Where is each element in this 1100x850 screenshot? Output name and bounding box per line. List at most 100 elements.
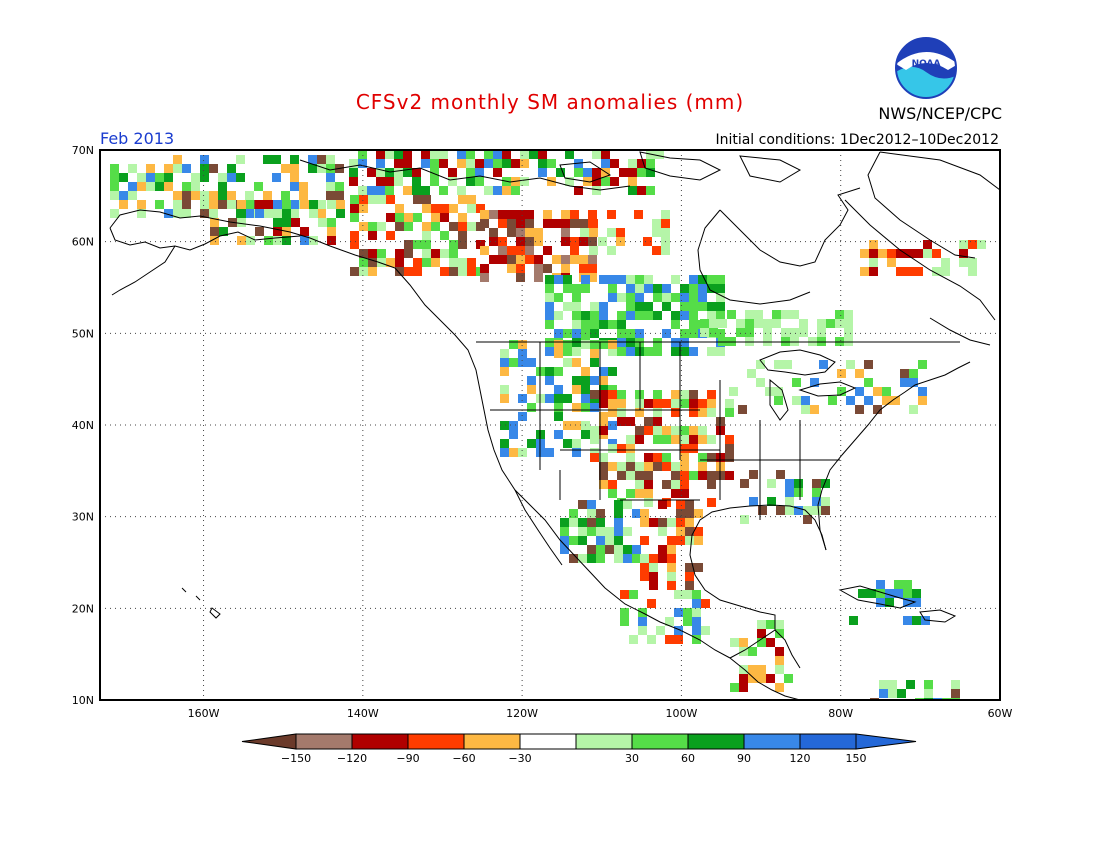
anomaly-cell bbox=[701, 626, 710, 635]
anomaly-cell bbox=[607, 228, 616, 237]
anomaly-cell bbox=[237, 200, 246, 209]
anomaly-cell bbox=[563, 302, 572, 311]
coastline-segment bbox=[639, 151, 722, 181]
anomaly-cell bbox=[653, 347, 662, 356]
coastline-segment bbox=[689, 504, 827, 659]
colorbar-label: 120 bbox=[790, 752, 811, 765]
anomaly-cell bbox=[545, 448, 554, 457]
chart-title: CFSv2 monthly SM anomalies (mm) bbox=[355, 90, 745, 114]
map-frame bbox=[99, 149, 1001, 701]
anomaly-cell bbox=[563, 329, 572, 338]
anomaly-cell bbox=[236, 155, 245, 164]
anomaly-cell bbox=[635, 311, 644, 320]
anomaly-cell bbox=[698, 426, 707, 435]
anomaly-cell bbox=[596, 527, 605, 536]
anomaly-cell bbox=[626, 302, 635, 311]
anomaly-cell bbox=[689, 408, 698, 417]
anomaly-cell bbox=[350, 213, 359, 222]
lon-label: 160W bbox=[188, 707, 220, 720]
anomaly-cell bbox=[888, 680, 897, 689]
anomaly-cell bbox=[507, 246, 516, 255]
anomaly-cell bbox=[748, 674, 757, 683]
anomaly-cell bbox=[317, 209, 326, 218]
anomaly-cell bbox=[707, 284, 716, 293]
anomaly-cell bbox=[626, 284, 635, 293]
anomaly-cell bbox=[655, 150, 664, 159]
anomaly-cell bbox=[563, 358, 572, 367]
anomaly-cell bbox=[951, 689, 960, 698]
anomaly-cell bbox=[327, 218, 336, 227]
anomaly-cell bbox=[653, 399, 662, 408]
anomaly-cell bbox=[326, 155, 335, 164]
anomaly-cell bbox=[554, 403, 563, 412]
anomaly-cell bbox=[680, 302, 689, 311]
anomaly-cell bbox=[882, 396, 891, 405]
anomaly-cell bbox=[500, 448, 509, 457]
anomaly-cell bbox=[592, 168, 601, 177]
anomaly-cell bbox=[905, 267, 914, 276]
anomaly-cell bbox=[164, 209, 173, 218]
anomaly-cell bbox=[959, 240, 968, 249]
anomaly-cell bbox=[671, 435, 680, 444]
lon-label: 80W bbox=[828, 707, 853, 720]
anomaly-cell bbox=[500, 358, 509, 367]
anomaly-cell bbox=[572, 358, 581, 367]
anomaly-cell bbox=[680, 293, 689, 302]
anomaly-cell bbox=[685, 581, 694, 590]
anomaly-cell bbox=[543, 219, 552, 228]
anomaly-cell bbox=[638, 617, 647, 626]
anomaly-cell bbox=[191, 173, 200, 182]
anomaly-cell bbox=[529, 150, 538, 159]
anomaly-cell bbox=[137, 173, 146, 182]
anomaly-cell bbox=[569, 518, 578, 527]
anomaly-cell bbox=[430, 150, 439, 159]
anomaly-cell bbox=[422, 231, 431, 240]
anomaly-cell bbox=[781, 328, 790, 337]
anomaly-cell bbox=[588, 264, 597, 273]
anomaly-cell bbox=[599, 426, 608, 435]
anomaly-cell bbox=[191, 191, 200, 200]
anomaly-cell bbox=[507, 228, 516, 237]
anomaly-cell bbox=[422, 240, 431, 249]
anomaly-cell bbox=[578, 518, 587, 527]
anomaly-cell bbox=[173, 200, 182, 209]
anomaly-cell bbox=[599, 480, 608, 489]
anomaly-cell bbox=[489, 237, 498, 246]
anomaly-cell bbox=[725, 408, 734, 417]
anomaly-cell bbox=[484, 159, 493, 168]
graticule bbox=[100, 150, 1000, 700]
anomaly-cell bbox=[767, 497, 776, 506]
anomaly-cell bbox=[554, 311, 563, 320]
anomaly-cell bbox=[844, 319, 853, 328]
anomaly-cell bbox=[646, 186, 655, 195]
anomaly-cell bbox=[590, 435, 599, 444]
anomaly-cell bbox=[739, 674, 748, 683]
anomaly-cell bbox=[554, 293, 563, 302]
anomaly-cell bbox=[626, 347, 635, 356]
anomaly-cell bbox=[502, 159, 511, 168]
anomaly-cell bbox=[747, 369, 756, 378]
anomaly-cell bbox=[640, 536, 649, 545]
anomaly-cell bbox=[545, 347, 554, 356]
anomaly-cell bbox=[572, 347, 581, 356]
anomaly-cell bbox=[431, 222, 440, 231]
anomaly-cell bbox=[290, 182, 299, 191]
anomaly-cell bbox=[785, 506, 794, 515]
anomaly-cell bbox=[422, 258, 431, 267]
anomaly-cell bbox=[644, 498, 653, 507]
anomaly-cell bbox=[467, 267, 476, 276]
anomaly-cell bbox=[500, 385, 509, 394]
anomaly-cell bbox=[620, 608, 629, 617]
anomaly-cell bbox=[457, 150, 466, 159]
anomaly-cell bbox=[300, 200, 309, 209]
anomaly-cell bbox=[493, 150, 502, 159]
anomaly-cell bbox=[467, 222, 476, 231]
anomaly-cell bbox=[689, 471, 698, 480]
anomaly-cell bbox=[308, 164, 317, 173]
anomaly-cell bbox=[336, 200, 345, 209]
anomaly-cell bbox=[608, 320, 617, 329]
anomaly-cell bbox=[756, 378, 765, 387]
anomaly-cell bbox=[667, 536, 676, 545]
anomaly-cell bbox=[119, 200, 128, 209]
anomaly-cell bbox=[538, 150, 547, 159]
